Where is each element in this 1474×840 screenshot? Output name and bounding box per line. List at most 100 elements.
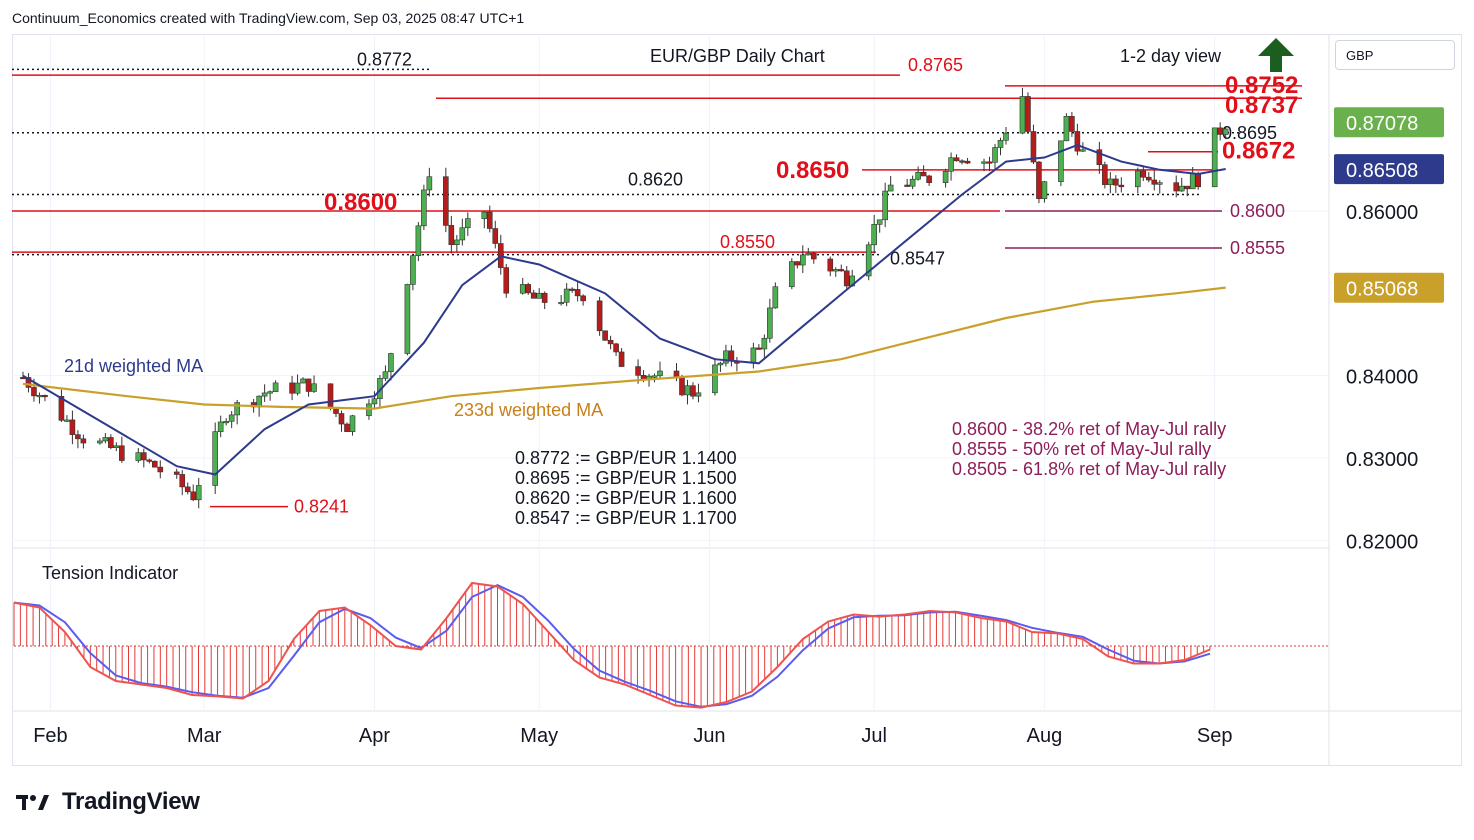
- candle: [366, 403, 372, 417]
- candle: [871, 224, 877, 246]
- candle: [119, 445, 125, 461]
- candle: [113, 445, 120, 448]
- candle: [349, 415, 356, 432]
- candle: [272, 382, 279, 392]
- candle: [404, 284, 411, 354]
- tension-title: Tension Indicator: [42, 563, 178, 583]
- candle: [805, 252, 812, 256]
- conversion-note: 0.8547 := GBP/EUR 1.1700: [515, 508, 737, 528]
- candle: [146, 459, 153, 462]
- candle: [234, 402, 240, 416]
- candle: [723, 350, 729, 364]
- candle: [904, 184, 910, 187]
- candle: [882, 190, 888, 221]
- candle: [1145, 176, 1152, 181]
- level-label: 0.8620: [628, 170, 683, 190]
- candle: [1113, 178, 1119, 186]
- candle: [541, 292, 548, 303]
- candle: [1058, 140, 1064, 182]
- price-badge-label: 0.86508: [1346, 160, 1418, 182]
- candle: [1030, 131, 1037, 163]
- candle: [1211, 127, 1218, 188]
- candle: [454, 239, 460, 245]
- candle: [443, 176, 449, 226]
- level-label: 0.8772: [357, 49, 412, 69]
- candle: [887, 184, 894, 192]
- level-label: 0.8555: [1230, 238, 1285, 258]
- candle: [173, 471, 180, 475]
- level-label: 0.8241: [294, 497, 349, 517]
- candle: [618, 351, 625, 367]
- candle: [1173, 182, 1180, 192]
- candle: [558, 301, 564, 305]
- candle: [267, 391, 273, 394]
- candle: [179, 474, 186, 488]
- conversion-note: 0.8695 := GBP/EUR 1.1500: [515, 468, 737, 488]
- candle: [1069, 116, 1075, 132]
- candle: [580, 295, 586, 302]
- candle: [31, 387, 37, 397]
- candle: [574, 289, 581, 297]
- candle: [563, 288, 570, 303]
- candle: [492, 228, 499, 244]
- candle: [1195, 173, 1201, 188]
- candle: [569, 288, 575, 291]
- candle: [756, 347, 762, 350]
- candle: [223, 421, 229, 424]
- ma21-label: 21d weighted MA: [64, 356, 203, 376]
- candle: [1140, 170, 1147, 178]
- candle: [1156, 182, 1163, 185]
- candle: [1019, 96, 1026, 134]
- candle: [827, 258, 834, 272]
- candle: [415, 225, 422, 257]
- candle: [69, 419, 76, 435]
- level-label: 0.8650: [776, 157, 849, 184]
- candle: [97, 440, 103, 444]
- candle: [421, 189, 427, 227]
- candle: [388, 353, 394, 373]
- candle: [596, 300, 603, 332]
- candle: [530, 292, 537, 299]
- brand-logo[interactable]: TradingView: [16, 788, 200, 816]
- level-label: 0.8600: [324, 189, 397, 216]
- candle: [843, 270, 850, 287]
- candle: [607, 340, 614, 345]
- candle: [75, 434, 81, 440]
- candle: [135, 452, 142, 461]
- level-label: 0.8547: [890, 249, 945, 269]
- candle: [651, 375, 658, 378]
- candle: [750, 347, 757, 364]
- candle: [679, 376, 685, 396]
- candle: [1063, 116, 1070, 142]
- up-arrow-icon: [1258, 38, 1294, 72]
- candle: [953, 157, 960, 162]
- candle: [327, 383, 334, 408]
- candle: [876, 219, 883, 225]
- candle: [519, 284, 526, 294]
- candle: [964, 160, 971, 164]
- candle: [481, 211, 488, 219]
- level-label: 0.8765: [908, 55, 963, 75]
- tradingview-logo-icon: [16, 795, 49, 810]
- y-tick-label: 0.84000: [1346, 367, 1418, 389]
- candle: [25, 377, 32, 388]
- candle: [838, 269, 845, 272]
- candle: [1178, 185, 1185, 192]
- candle: [503, 267, 510, 294]
- level-label: 0.8550: [720, 232, 775, 252]
- candle: [344, 423, 350, 432]
- candle: [635, 366, 641, 376]
- candle: [410, 255, 416, 285]
- level-label: 0.8600: [1230, 201, 1285, 221]
- candle: [536, 292, 543, 299]
- candle: [1134, 170, 1141, 188]
- currency-label[interactable]: GBP: [1335, 40, 1455, 70]
- candle: [942, 170, 949, 183]
- candle: [184, 486, 191, 493]
- candle: [261, 392, 268, 397]
- candle: [810, 252, 817, 260]
- candle: [613, 343, 619, 353]
- candle: [1041, 181, 1048, 199]
- candle: [997, 139, 1004, 148]
